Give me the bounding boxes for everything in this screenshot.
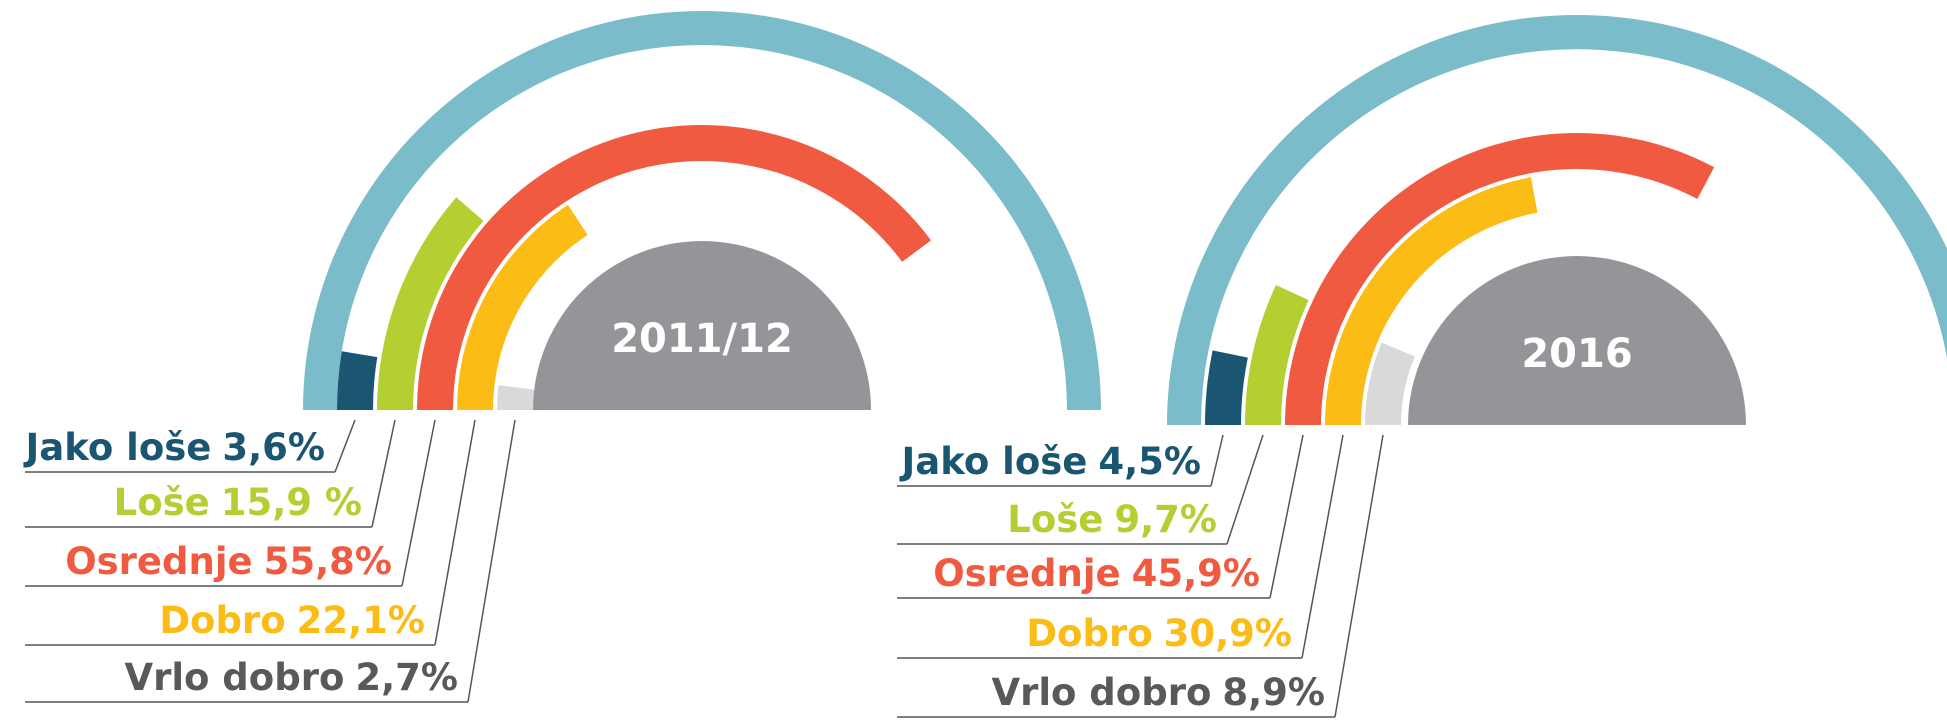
category-label: Jako loše — [23, 426, 212, 469]
category-label: Loše — [114, 481, 210, 524]
chart-title: 2011/12 — [611, 316, 793, 362]
bar — [1325, 177, 1538, 425]
bar — [1285, 133, 1715, 425]
bar — [497, 385, 535, 410]
center-half-circle — [533, 241, 871, 410]
value-label: 15,9 % — [221, 481, 362, 524]
category-label: Vrlo dobro — [991, 671, 1211, 714]
category-label: Loše — [1007, 498, 1103, 541]
leader-line — [1210, 434, 1224, 487]
center-half-circle — [1408, 256, 1746, 425]
category-label: Osrednje — [65, 540, 252, 583]
bar-label: Loše 9,7% — [1007, 498, 1217, 541]
value-label: 30,9% — [1164, 612, 1292, 655]
bar-label: Jako loše 4,5% — [899, 440, 1202, 483]
value-label: 8,9% — [1222, 671, 1325, 714]
bar — [1205, 350, 1248, 425]
leader-line — [1334, 434, 1384, 718]
bar-label: Jako loše 3,6% — [23, 426, 326, 469]
chart-title: 2016 — [1521, 331, 1632, 377]
value-label: 45,9% — [1132, 552, 1260, 595]
leader-line — [334, 419, 356, 473]
bar-label: Osrednje 45,9% — [933, 552, 1260, 595]
value-label: 2,7% — [355, 656, 458, 699]
value-label: 55,8% — [264, 540, 392, 583]
value-label: 4,5% — [1098, 440, 1201, 483]
category-label: Dobro — [159, 599, 285, 642]
leader-line — [1301, 434, 1344, 659]
bar-label: Vrlo dobro 8,9% — [991, 671, 1325, 714]
bar-label: Dobro 30,9% — [1026, 612, 1292, 655]
bar — [337, 351, 378, 410]
leader-line — [1226, 434, 1264, 545]
bar — [457, 204, 588, 410]
leader-line — [371, 419, 396, 528]
leader-line — [434, 419, 476, 646]
bar-label: Vrlo dobro 2,7% — [124, 656, 458, 699]
bar-label: Loše 15,9 % — [114, 481, 362, 524]
category-label: Dobro — [1026, 612, 1152, 655]
value-label: 9,7% — [1114, 498, 1217, 541]
value-label: 22,1% — [297, 599, 425, 642]
leader-line — [1269, 434, 1304, 599]
value-label: 3,6% — [222, 426, 325, 469]
bar — [1245, 284, 1309, 425]
bar-label: Osrednje 55,8% — [65, 540, 392, 583]
leader-line — [401, 419, 436, 587]
bar-label: Dobro 22,1% — [159, 599, 425, 642]
category-label: Jako loše — [899, 440, 1088, 483]
bar — [1365, 342, 1415, 425]
leader-line — [467, 419, 516, 703]
bar — [417, 124, 932, 410]
category-label: Vrlo dobro — [124, 656, 344, 699]
category-label: Osrednje — [933, 552, 1120, 595]
bar — [377, 197, 484, 410]
